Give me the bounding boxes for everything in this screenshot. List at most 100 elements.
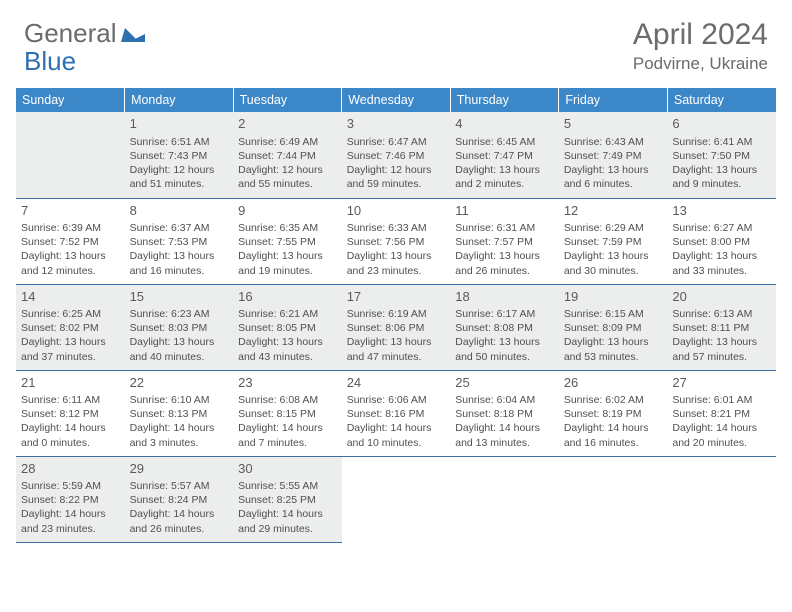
calendar-cell: 18Sunrise: 6:17 AMSunset: 8:08 PMDayligh… [450,284,559,370]
day-number: 11 [455,202,554,220]
sunrise-line: Sunrise: 6:51 AM [130,135,229,149]
sunset-line: Sunset: 8:13 PM [130,407,229,421]
calendar-cell: 16Sunrise: 6:21 AMSunset: 8:05 PMDayligh… [233,284,342,370]
daylight-line: Daylight: 13 hours and 12 minutes. [21,249,120,277]
sunset-line: Sunset: 8:02 PM [21,321,120,335]
sunrise-line: Sunrise: 6:02 AM [564,393,663,407]
calendar-cell: 8Sunrise: 6:37 AMSunset: 7:53 PMDaylight… [125,198,234,284]
day-header: Saturday [667,88,776,112]
sunset-line: Sunset: 7:50 PM [672,149,771,163]
day-number: 4 [455,115,554,133]
day-number: 16 [238,288,337,306]
sunrise-line: Sunrise: 6:08 AM [238,393,337,407]
sunrise-line: Sunrise: 6:47 AM [347,135,446,149]
calendar-cell: 1 Sunrise: 6:51 AMSunset: 7:43 PMDaylight… [125,112,234,198]
calendar-body: 1Sunrise: 6:51 AMSunset: 7:43 PMDaylight… [16,112,776,542]
sunset-line: Sunset: 8:15 PM [238,407,337,421]
calendar-cell: 3Sunrise: 6:47 AMSunset: 7:46 PMDaylight… [342,112,451,198]
calendar-cell: 13Sunrise: 6:27 AMSunset: 8:00 PMDayligh… [667,198,776,284]
day-header: Thursday [450,88,559,112]
day-number: 5 [564,115,663,133]
logo-text-a: General [24,18,117,49]
sunrise-line: Sunrise: 6:15 AM [564,307,663,321]
sunrise-line: Sunrise: 6:13 AM [672,307,771,321]
sunrise-line: Sunrise: 6:25 AM [21,307,120,321]
sunset-line: Sunset: 7:46 PM [347,149,446,163]
calendar-cell: 2Sunrise: 6:49 AMSunset: 7:44 PMDaylight… [233,112,342,198]
sunrise-line: Sunrise: 5:59 AM [21,479,120,493]
sunset-line: Sunset: 7:57 PM [455,235,554,249]
sunrise-line: Sunrise: 6:33 AM [347,221,446,235]
daylight-line: Daylight: 14 hours and 7 minutes. [238,421,337,449]
daylight-line: Daylight: 14 hours and 26 minutes. [130,507,229,535]
day-number: 1 [130,115,229,133]
month-title: April 2024 [633,18,768,52]
daylight-line: Daylight: 13 hours and 50 minutes. [455,335,554,363]
daylight-line: Daylight: 13 hours and 6 minutes. [564,163,663,191]
calendar-cell-empty [450,456,559,542]
day-number: 6 [672,115,771,133]
calendar-cell: 27Sunrise: 6:01 AMSunset: 8:21 PMDayligh… [667,370,776,456]
calendar-cell: 29Sunrise: 5:57 AMSunset: 8:24 PMDayligh… [125,456,234,542]
daylight-line: Daylight: 13 hours and 19 minutes. [238,249,337,277]
daylight-line: Daylight: 13 hours and 57 minutes. [672,335,771,363]
calendar-row: 1Sunrise: 6:51 AMSunset: 7:43 PMDaylight… [16,112,776,198]
daylight-line: Daylight: 14 hours and 29 minutes. [238,507,337,535]
calendar-cell-empty [342,456,451,542]
logo-text-b: Blue [24,46,76,77]
sunset-line: Sunset: 8:11 PM [672,321,771,335]
calendar-cell-empty [16,112,125,198]
calendar-cell: 9Sunrise: 6:35 AMSunset: 7:55 PMDaylight… [233,198,342,284]
logo: General [24,18,147,49]
calendar-row: 14Sunrise: 6:25 AMSunset: 8:02 PM Dayligh… [16,284,776,370]
sunrise-line: Sunrise: 6:04 AM [455,393,554,407]
calendar-cell: 11Sunrise: 6:31 AMSunset: 7:57 PMDayligh… [450,198,559,284]
calendar-cell: 6Sunrise: 6:41 AMSunset: 7:50 PMDaylight… [667,112,776,198]
calendar-cell: 5Sunrise: 6:43 AMSunset: 7:49 PMDaylight… [559,112,668,198]
sunset-line: Sunset: 8:05 PM [238,321,337,335]
sunrise-line: Sunrise: 6:41 AM [672,135,771,149]
location: Podvirne, Ukraine [633,54,768,74]
day-number: 30 [238,460,337,478]
day-number: 13 [672,202,771,220]
sunrise-line: Sunrise: 6:19 AM [347,307,446,321]
daylight-line: Daylight: 14 hours and 3 minutes. [130,421,229,449]
sunset-line: Sunset: 7:43 PM [130,149,229,163]
sunset-line: Sunset: 8:06 PM [347,321,446,335]
calendar-cell: 10Sunrise: 6:33 AMSunset: 7:56 PMDayligh… [342,198,451,284]
sunset-line: Sunset: 8:18 PM [455,407,554,421]
day-number: 28 [21,460,120,478]
calendar-cell: 12Sunrise: 6:29 AMSunset: 7:59 PMDayligh… [559,198,668,284]
daylight-line: Daylight: 14 hours and 23 minutes. [21,507,120,535]
sunset-line: Sunset: 8:03 PM [130,321,229,335]
sunrise-line: Sunrise: 6:01 AM [672,393,771,407]
sunset-line: Sunset: 8:08 PM [455,321,554,335]
sunset-line: Sunset: 8:22 PM [21,493,120,507]
sunrise-line: Sunrise: 6:29 AM [564,221,663,235]
day-header: Tuesday [233,88,342,112]
day-number: 14 [21,288,120,306]
daylight-line: Daylight: 13 hours and 16 minutes. [130,249,229,277]
title-block: April 2024 Podvirne, Ukraine [633,18,768,74]
sunset-line: Sunset: 8:21 PM [672,407,771,421]
sunset-line: Sunset: 8:00 PM [672,235,771,249]
header: General April 2024 Podvirne, Ukraine [0,0,792,82]
sunset-line: Sunset: 7:55 PM [238,235,337,249]
day-number: 3 [347,115,446,133]
day-number: 22 [130,374,229,392]
daylight-line: Daylight: 13 hours and 43 minutes. [238,335,337,363]
sunrise-line: Sunrise: 6:21 AM [238,307,337,321]
day-number: 10 [347,202,446,220]
sunset-line: Sunset: 8:12 PM [21,407,120,421]
day-header: Friday [559,88,668,112]
sunset-line: Sunset: 8:24 PM [130,493,229,507]
daylight-line: Daylight: 13 hours and 53 minutes. [564,335,663,363]
daylight-line: Daylight: 12 hours and 51 minutes. [130,163,229,191]
day-header: Monday [125,88,234,112]
sunrise-line: Sunrise: 6:06 AM [347,393,446,407]
daylight-line: Daylight: 14 hours and 20 minutes. [672,421,771,449]
sunset-line: Sunset: 7:49 PM [564,149,663,163]
day-header-row: SundayMondayTuesdayWednesdayThursdayFrid… [16,88,776,112]
daylight-line: Daylight: 14 hours and 16 minutes. [564,421,663,449]
day-number: 8 [130,202,229,220]
